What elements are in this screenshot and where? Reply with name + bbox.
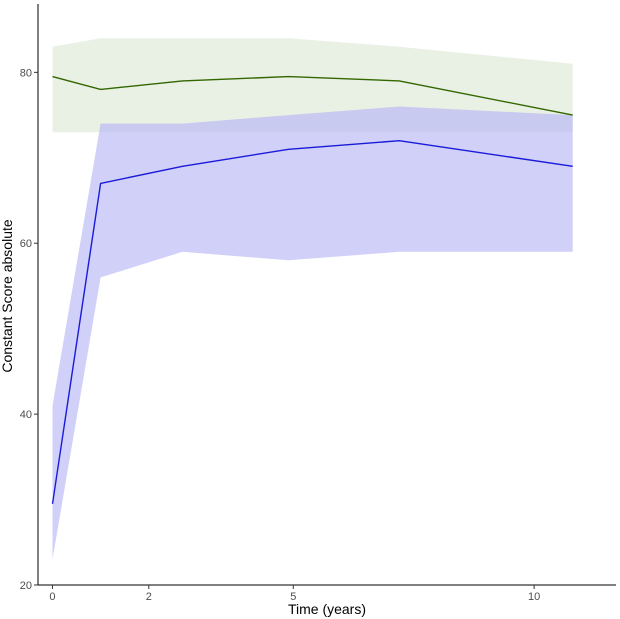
x-tick-label: 10 — [528, 591, 540, 603]
y-tick-label: 40 — [20, 409, 32, 421]
x-axis-title: Time (years) — [288, 601, 366, 617]
series-lines — [51, 75, 573, 504]
y-tick-label: 60 — [20, 238, 32, 250]
x-tick-label: 5 — [290, 591, 296, 603]
confidence-bands — [52, 38, 573, 560]
x-axis-ticks: 0 2 5 10 — [49, 585, 540, 603]
y-axis-title: Constant Score absolute — [0, 219, 15, 373]
y-axis-ticks: 20 40 60 80 — [20, 67, 38, 592]
axes — [37, 4, 616, 586]
series-1-line — [52, 75, 573, 116]
x-tick-label: 0 — [49, 591, 55, 603]
y-tick-label: 80 — [20, 67, 32, 79]
y-tick-label: 20 — [20, 580, 32, 592]
series-2-line — [51, 139, 573, 504]
x-tick-label: 2 — [146, 591, 152, 603]
series-2-band — [52, 106, 573, 560]
